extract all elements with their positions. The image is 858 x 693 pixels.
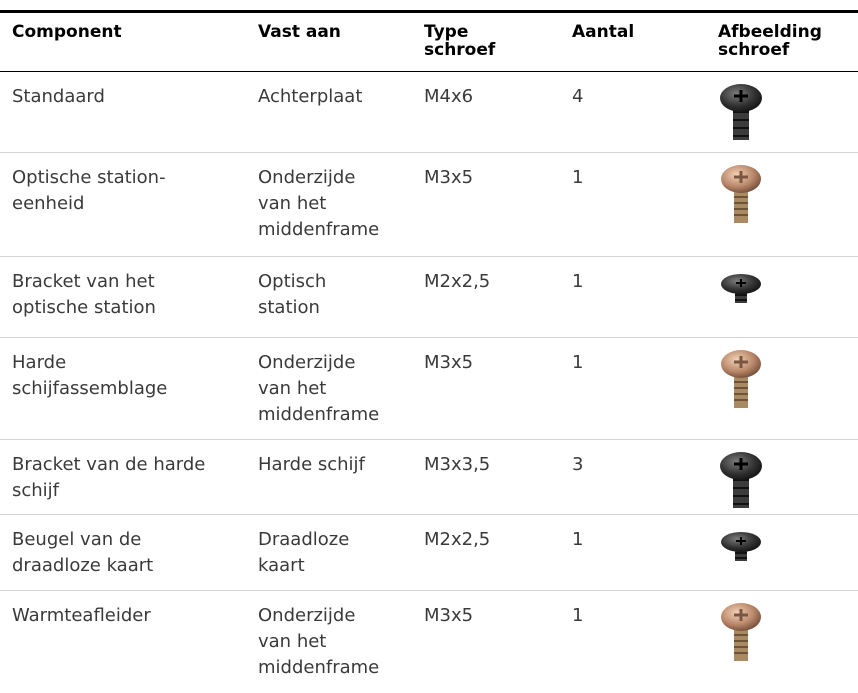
table-row: Warmteafleider Onderzijde van het middenf… xyxy=(0,591,858,693)
table-cell: M2x2,5 xyxy=(424,527,524,553)
header-cell: Afbeelding schroef xyxy=(718,23,828,59)
table-cell: Optische station-eenheid xyxy=(12,165,207,217)
table-cell: Bracket van de harde schijf xyxy=(12,452,207,504)
table-cell: Optisch station xyxy=(258,269,378,321)
table-cell: 3 xyxy=(572,452,672,478)
screw-image xyxy=(718,601,764,663)
table-cell: M4x6 xyxy=(424,84,524,110)
table-cell: 4 xyxy=(572,84,672,110)
table-row: Standaard Achterplaat M4x6 4 xyxy=(0,72,858,153)
table-cell: 1 xyxy=(572,350,672,376)
table-row: Bracket van de harde schijf Harde schijf M… xyxy=(0,440,858,515)
table-cell: Draadloze kaart xyxy=(258,527,378,579)
table-row: Optische station-eenheid Onderzijde van h… xyxy=(0,153,858,257)
table-cell: Harde schijfassemblage xyxy=(12,350,207,402)
table-cell: 1 xyxy=(572,165,672,191)
table-cell: M3x5 xyxy=(424,350,524,376)
table-cell: Onderzijde van het middenframe xyxy=(258,603,378,681)
table-cell: Beugel van de draadloze kaart xyxy=(12,527,207,579)
header-cell: Component xyxy=(12,23,207,41)
table-cell: Standaard xyxy=(12,84,207,110)
table-cell: Harde schijf xyxy=(258,452,378,478)
table-cell: M2x2,5 xyxy=(424,269,524,295)
screw-table: Component Vast aan Type schroef Aantal A… xyxy=(0,0,858,693)
screw-image xyxy=(718,163,764,225)
table-cell: M3x5 xyxy=(424,165,524,191)
table-row: Beugel van de draadloze kaart Draadloze k… xyxy=(0,515,858,591)
header-cell: Aantal xyxy=(572,23,672,41)
screw-image xyxy=(718,348,764,410)
table-header: Component Vast aan Type schroef Aantal A… xyxy=(0,10,858,72)
table-row: Bracket van het optische station Optisch … xyxy=(0,257,858,338)
table-cell: M3x5 xyxy=(424,603,524,629)
table-cell: Onderzijde van het middenframe xyxy=(258,165,378,243)
screw-image xyxy=(718,450,764,512)
screw-image xyxy=(718,525,764,587)
table-cell: Bracket van het optische station xyxy=(12,269,207,321)
table-cell: Warmteafleider xyxy=(12,603,207,629)
table-cell: M3x3,5 xyxy=(424,452,524,478)
screw-image xyxy=(718,82,764,144)
table-row: Harde schijfassemblage Onderzijde van het… xyxy=(0,338,858,440)
table-cell: 1 xyxy=(572,603,672,629)
screw-image xyxy=(718,267,764,329)
table-cell: Achterplaat xyxy=(258,84,378,110)
header-cell: Type schroef xyxy=(424,23,494,59)
table-cell: Onderzijde van het middenframe xyxy=(258,350,378,428)
table-cell: 1 xyxy=(572,527,672,553)
table-cell: 1 xyxy=(572,269,672,295)
header-cell: Vast aan xyxy=(258,23,378,41)
